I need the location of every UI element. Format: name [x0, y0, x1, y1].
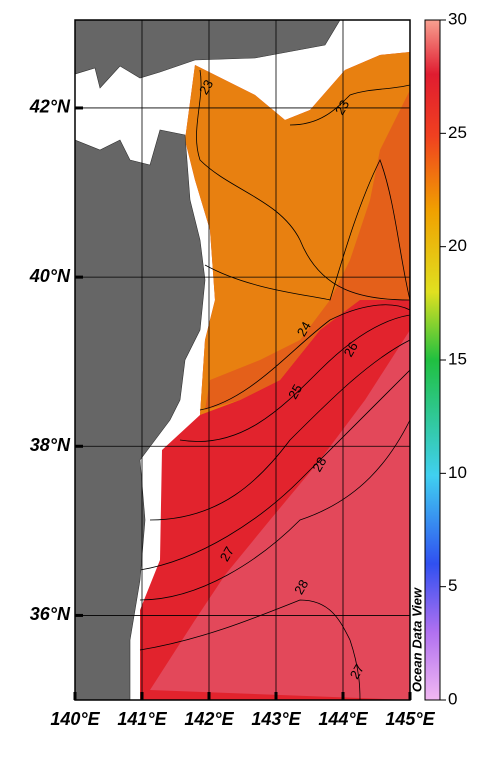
contour-label: 23: [196, 77, 216, 97]
sea-cooler: [185, 52, 410, 415]
sea-warmest: [150, 330, 410, 700]
colorbar-label: 25: [448, 123, 467, 142]
colorbar: [424, 19, 441, 701]
y-tick-label: 40°N: [29, 266, 71, 286]
colorbar-label: 30: [448, 9, 467, 28]
colorbar-label: 5: [448, 576, 457, 595]
contour-label: 26: [341, 339, 361, 359]
contour-label: 27: [347, 662, 367, 682]
x-tick-label: 144°E: [318, 709, 368, 729]
plot-frame: [74, 19, 411, 701]
x-tick-label: 140°E: [50, 709, 100, 729]
contour-label: 25: [285, 382, 305, 402]
colorbar-label: 15: [448, 349, 467, 368]
map-field: [75, 20, 410, 700]
y-tick-label: 38°N: [30, 435, 71, 455]
colorbar-label: 10: [448, 463, 467, 482]
x-tick-label: 145°E: [385, 709, 435, 729]
land-honshu: [75, 129, 206, 700]
y-tick-label: 42°N: [29, 97, 71, 117]
x-tick-label: 142°E: [184, 709, 234, 729]
contour-label: 23: [332, 97, 352, 117]
sea-mid: [205, 90, 410, 410]
x-tick-label: 141°E: [117, 709, 167, 729]
y-tick-label: 36°N: [30, 604, 71, 624]
land-hokkaido: [75, 20, 341, 89]
watermark: Ocean Data View: [409, 587, 424, 692]
contour-lines: [139, 69, 410, 700]
x-tick-label: 143°E: [251, 709, 301, 729]
colorbar-label: 0: [448, 689, 457, 708]
colorbar-label: 20: [448, 236, 467, 255]
grid: [75, 20, 410, 700]
contour-label: 28: [291, 577, 311, 597]
contour-label: 28: [309, 454, 329, 474]
contour-label: 24: [294, 319, 314, 339]
contour-label: 27: [217, 544, 237, 564]
